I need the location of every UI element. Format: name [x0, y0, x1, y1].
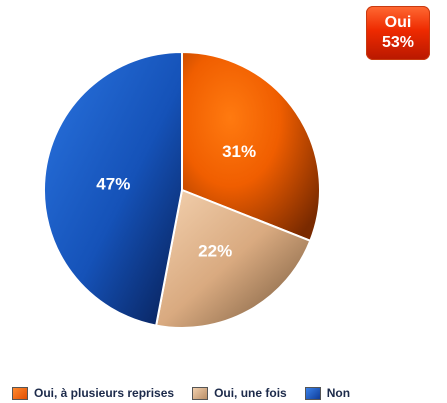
legend-label: Oui, une fois — [214, 386, 287, 400]
legend-label: Non — [326, 386, 351, 400]
slice-data-label: 47% — [96, 175, 130, 194]
legend-item-une-fois: Oui, une fois — [192, 386, 287, 400]
pie-slice-non — [43, 50, 183, 327]
slice-data-label: 22% — [198, 242, 232, 261]
summary-badge-value: 53% — [381, 34, 415, 51]
summary-badge: Oui 53% — [366, 6, 430, 60]
legend-item-plusieurs: Oui, à plusieurs reprises — [12, 386, 174, 400]
pie-slice-une-fois — [154, 188, 312, 329]
slice-data-label: 31% — [222, 142, 256, 161]
legend-item-non: Non — [304, 386, 351, 400]
summary-badge-label: Oui — [384, 14, 412, 31]
legend-swatch — [12, 386, 28, 400]
legend-label: Oui, à plusieurs reprises — [34, 386, 175, 400]
legend: Oui, à plusieurs reprises Oui, une fois … — [12, 385, 368, 401]
pie-slice-plusieurs — [181, 50, 321, 243]
legend-swatch — [304, 386, 321, 400]
legend-swatch — [192, 386, 209, 400]
